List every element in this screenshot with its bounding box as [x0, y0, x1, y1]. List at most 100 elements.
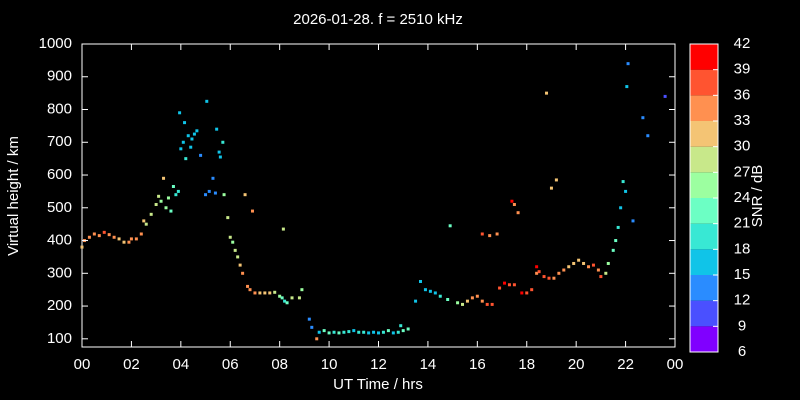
point	[433, 291, 437, 295]
point	[554, 178, 558, 182]
point	[238, 263, 242, 267]
x-tick-label: 06	[222, 356, 239, 373]
point	[520, 291, 524, 295]
point	[596, 268, 600, 272]
point	[631, 219, 635, 223]
y-tick-label: 200	[47, 297, 72, 314]
point	[273, 290, 277, 294]
point	[246, 284, 250, 288]
point	[231, 240, 235, 244]
x-tick-label: 14	[420, 356, 437, 373]
colorbar-segment	[690, 146, 718, 173]
point	[448, 224, 452, 228]
point	[205, 99, 209, 103]
point	[337, 331, 341, 335]
point	[510, 199, 514, 203]
colorbar-segment	[690, 121, 718, 147]
point	[611, 248, 615, 252]
point	[157, 194, 161, 198]
point	[310, 325, 314, 329]
point	[253, 291, 257, 295]
point	[317, 330, 321, 334]
x-tick-label: 02	[123, 356, 140, 373]
point	[139, 232, 143, 236]
point	[465, 299, 469, 303]
y-tick-label: 800	[47, 100, 72, 117]
point	[327, 331, 331, 335]
x-tick-label: 20	[568, 356, 585, 373]
colorbar-tick-label: 24	[734, 189, 751, 206]
point	[178, 111, 182, 115]
point	[233, 248, 237, 252]
point	[587, 265, 591, 269]
point	[381, 330, 385, 334]
point	[127, 240, 131, 244]
x-tick-label: 08	[271, 356, 288, 373]
point	[92, 232, 96, 236]
colorbar-tick-label: 39	[734, 61, 751, 78]
point	[438, 294, 442, 298]
point	[258, 291, 262, 295]
point	[192, 132, 196, 136]
x-axis-label: UT Time / hrs	[333, 376, 423, 393]
y-axis-label: Virtual height / km	[5, 136, 22, 256]
point	[236, 255, 240, 259]
point	[372, 330, 376, 334]
point	[179, 147, 183, 151]
colorbar-tick-label: 36	[734, 86, 751, 103]
point	[174, 193, 178, 197]
point	[498, 286, 502, 290]
plot-frame	[81, 43, 676, 348]
colorbar-tick-label: 18	[734, 240, 751, 257]
point	[250, 209, 254, 213]
point	[646, 134, 650, 138]
y-tick-label: 300	[47, 264, 72, 281]
colorbar-segment	[690, 223, 718, 250]
point	[512, 203, 516, 207]
point	[530, 288, 534, 292]
point	[190, 137, 194, 141]
point	[557, 271, 561, 275]
point	[419, 279, 423, 283]
point	[475, 294, 479, 298]
point	[144, 222, 148, 226]
x-tick-label: 10	[321, 356, 338, 373]
point	[226, 216, 230, 220]
colorbar-label: SNR / dB	[749, 165, 766, 228]
point	[663, 94, 667, 98]
point	[213, 191, 217, 195]
point	[263, 291, 267, 295]
point	[547, 276, 551, 280]
point	[268, 291, 272, 295]
point	[297, 296, 301, 300]
point	[154, 203, 158, 207]
point	[322, 329, 326, 333]
point	[446, 298, 450, 302]
point	[332, 330, 336, 334]
point	[117, 237, 121, 241]
point	[107, 233, 111, 237]
point	[490, 302, 494, 306]
colorbar-segment	[690, 44, 718, 70]
point	[535, 265, 539, 269]
y-tick-label: 400	[47, 232, 72, 249]
point	[428, 289, 432, 293]
point	[461, 302, 465, 306]
point	[176, 189, 180, 193]
point	[606, 261, 610, 265]
point	[386, 329, 390, 333]
point	[391, 331, 395, 335]
point	[562, 268, 566, 272]
point	[162, 176, 166, 180]
chart-title: 2026-01-28. f = 2510 kHz	[293, 11, 463, 28]
point	[367, 331, 371, 335]
point	[567, 265, 571, 269]
points	[80, 62, 667, 341]
point	[401, 329, 405, 333]
colorbar-tick-label: 15	[734, 266, 751, 283]
point	[512, 283, 516, 287]
point	[362, 330, 366, 334]
point	[102, 230, 106, 234]
colorbar-segment	[690, 172, 718, 198]
